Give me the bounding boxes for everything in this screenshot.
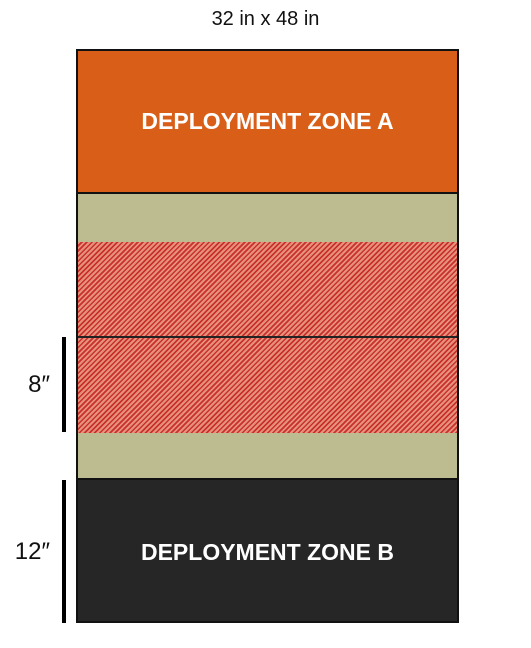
deployment-zone-dimension-label: 12″ <box>14 538 50 565</box>
neutral-strip-top <box>78 194 457 242</box>
deployment-zone-b: DEPLOYMENT ZONE B <box>78 480 457 621</box>
deployment-zone-b-label: DEPLOYMENT ZONE B <box>140 539 394 565</box>
center-line <box>78 336 457 338</box>
middle-band-dimension-label: 8″ <box>28 371 50 398</box>
deployment-zone-a-label: DEPLOYMENT ZONE A <box>141 108 394 134</box>
board-size-title: 32 in x 48 in <box>211 8 320 30</box>
deployment-zone-dimension-bar <box>62 480 66 623</box>
middle-band-dimension-bar <box>62 337 66 432</box>
neutral-strip-bottom <box>78 433 457 480</box>
deployment-zone-a: DEPLOYMENT ZONE A <box>78 51 457 194</box>
game-board: DEPLOYMENT ZONE A DEPLOYMENT ZONE B <box>76 49 459 623</box>
